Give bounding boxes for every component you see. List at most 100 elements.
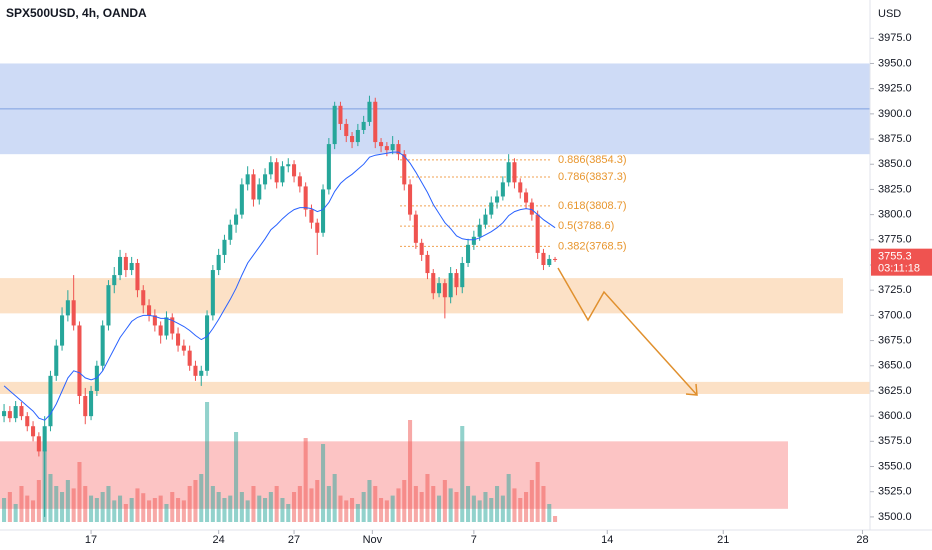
candle-body: [48, 375, 53, 427]
volume-bar: [292, 492, 297, 522]
candle-body: [512, 162, 517, 183]
zone: [0, 381, 870, 394]
candle-body: [344, 123, 349, 137]
candle-body: [239, 184, 244, 215]
y-tick-label: 3950.0: [878, 57, 912, 69]
volume-bar: [94, 498, 99, 522]
candle-body: [355, 129, 360, 143]
volume-bar: [129, 498, 134, 522]
volume-bar: [524, 492, 529, 522]
volume-bar: [489, 498, 494, 522]
candle-body: [263, 174, 268, 185]
candle-body: [483, 214, 488, 225]
candle-body: [268, 162, 273, 175]
volume-bar: [408, 420, 413, 522]
volume-bar: [222, 498, 227, 522]
volume-bar: [413, 486, 418, 522]
y-tick-label: 3975.0: [878, 32, 912, 44]
volume-bar: [500, 495, 505, 522]
volume-bar: [100, 492, 105, 522]
candle-body: [152, 315, 157, 326]
y-tick-label: 3800.0: [878, 209, 912, 221]
volume-bar: [355, 504, 360, 522]
candle-body: [442, 283, 447, 298]
volume-bar: [483, 492, 488, 522]
volume-bar: [350, 498, 355, 522]
candle-body: [216, 254, 221, 271]
candle-body: [495, 196, 500, 203]
candle-body: [71, 300, 76, 326]
volume-bar: [390, 495, 395, 522]
volume-bar: [170, 492, 175, 522]
volume-bar: [384, 500, 389, 522]
zone: [0, 278, 843, 314]
volume-bar: [239, 492, 244, 522]
volume-bar: [280, 498, 285, 522]
volume-bar: [60, 492, 65, 522]
candle-body: [251, 174, 256, 200]
volume-bar: [199, 474, 204, 522]
volume-bar: [274, 486, 279, 522]
volume-bar: [448, 488, 453, 522]
candle-body: [437, 283, 442, 294]
y-tick-label: 3850.0: [878, 158, 912, 170]
candle-body: [297, 176, 302, 187]
candle-body: [367, 101, 372, 122]
volume-bar: [77, 462, 82, 522]
chart-title: SPX500USD, 4h, OANDA: [6, 6, 147, 20]
candle-body: [129, 262, 134, 271]
volume-bar: [147, 500, 152, 522]
volume-bar: [13, 504, 18, 522]
candle-body: [419, 242, 424, 255]
candle-body: [454, 273, 459, 288]
fib-label: 0.5(3788.6): [558, 220, 614, 232]
x-tick-label: 7: [471, 534, 477, 546]
y-tick-label: 3500.0: [878, 511, 912, 523]
candle-body: [31, 426, 36, 437]
volume-bar: [65, 480, 70, 522]
candle-body: [147, 305, 152, 316]
y-tick-label: 3825.0: [878, 183, 912, 195]
volume-bar: [512, 488, 517, 522]
volume-bar: [471, 495, 476, 522]
candle-body: [228, 224, 233, 240]
candle-body: [193, 365, 198, 376]
volume-bar: [431, 486, 436, 522]
candle-body: [25, 416, 30, 427]
candle-body: [286, 164, 291, 167]
candle-body: [303, 186, 308, 210]
x-tick-label: 14: [601, 534, 613, 546]
x-tick-label: 28: [856, 534, 868, 546]
volume-bar: [286, 504, 291, 522]
candle-body: [280, 166, 285, 183]
volume-bar: [321, 444, 326, 522]
candle-body: [106, 285, 111, 326]
last-price-label: 3755.3: [878, 251, 912, 263]
volume-bar: [361, 492, 366, 522]
volume-bar: [268, 492, 273, 522]
volume-bar: [234, 432, 239, 522]
candle-body: [332, 105, 337, 145]
candle-body: [489, 202, 494, 215]
candle-body: [170, 317, 175, 334]
volume-bar: [7, 492, 12, 522]
candle-body: [425, 254, 430, 274]
volume-bar: [419, 492, 424, 522]
volume-bar: [553, 516, 558, 522]
fib-label: 0.786(3837.3): [558, 171, 627, 183]
volume-bar: [228, 495, 233, 522]
countdown-label: 03:11:18: [878, 263, 920, 275]
volume-bar: [31, 500, 36, 522]
y-tick-label: 3900.0: [878, 108, 912, 120]
volume-bar: [25, 495, 30, 522]
candle-body: [245, 174, 250, 185]
volume-bar: [83, 486, 88, 522]
candle-body: [373, 101, 378, 143]
candle-body: [181, 345, 186, 351]
volume-bar: [176, 498, 181, 522]
volume-bar: [477, 500, 482, 522]
candle-body: [54, 345, 59, 376]
y-tick-label: 3675.0: [878, 334, 912, 346]
y-tick-label: 3625.0: [878, 385, 912, 397]
volume-bar: [303, 438, 308, 522]
